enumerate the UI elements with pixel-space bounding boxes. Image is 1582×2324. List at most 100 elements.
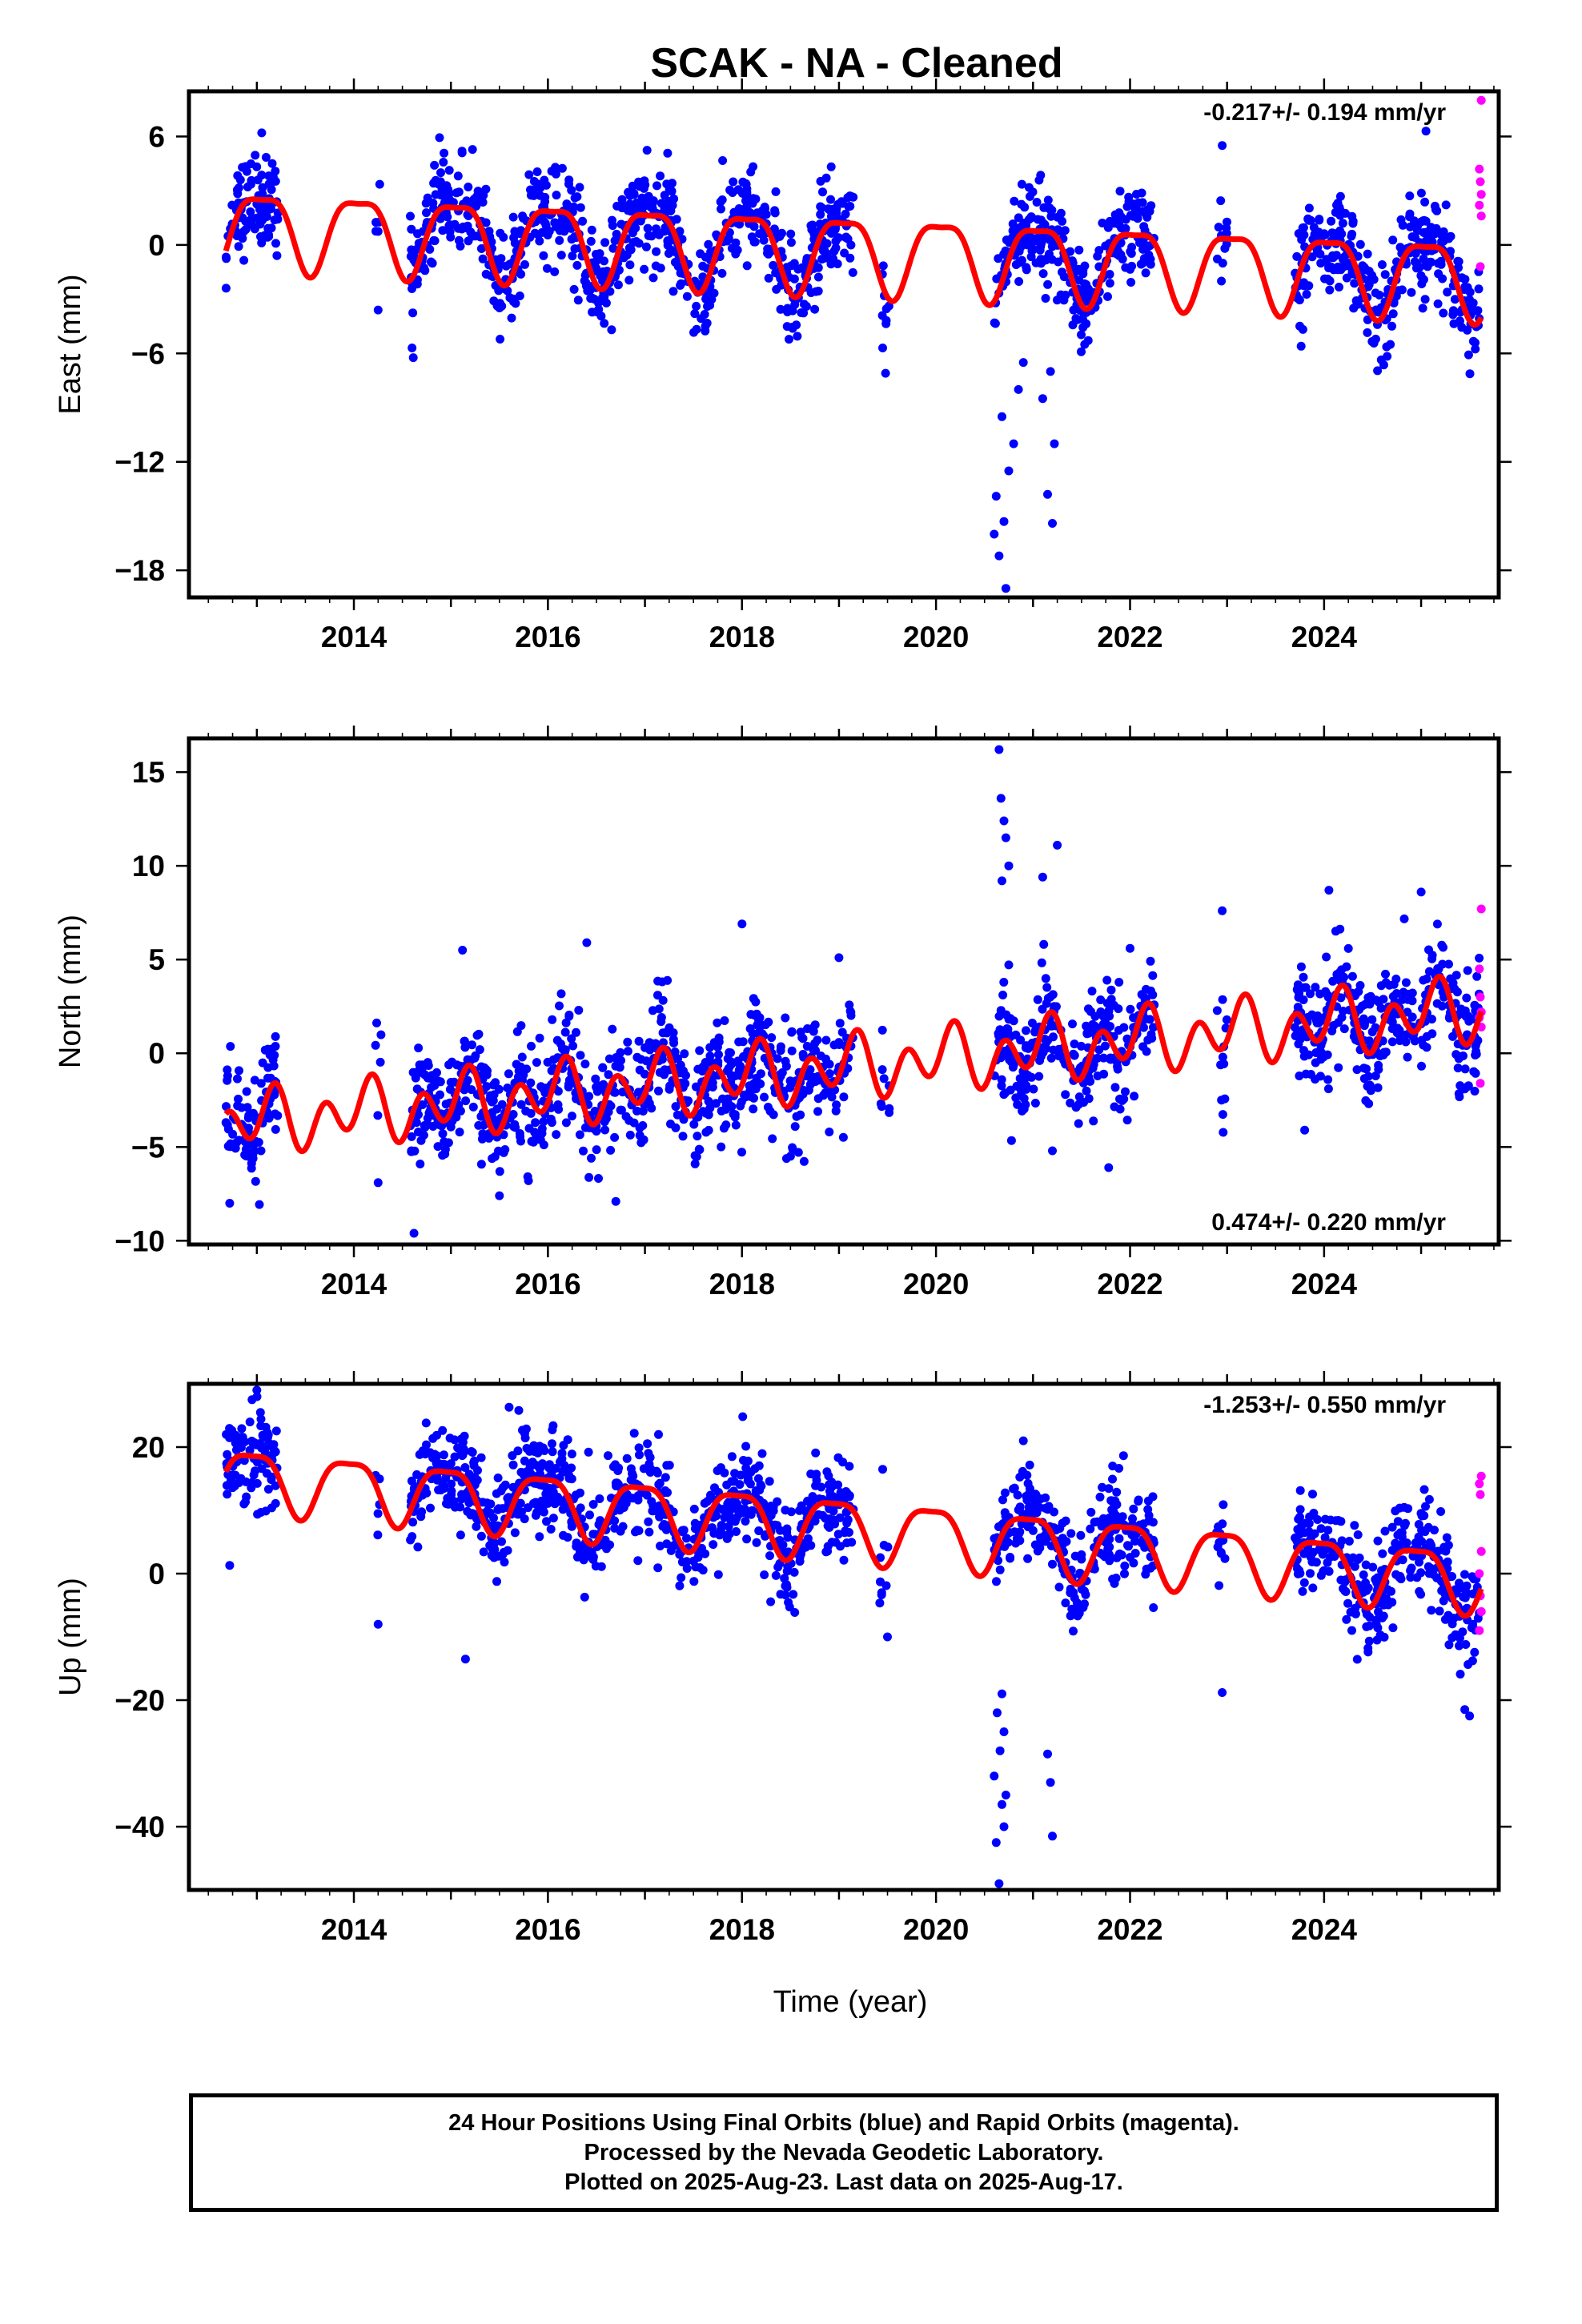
data-point xyxy=(729,207,739,217)
data-point xyxy=(1462,993,1472,1003)
data-point xyxy=(1146,956,1155,966)
data-point xyxy=(1062,1537,1071,1546)
data-point xyxy=(616,1055,625,1065)
data-point xyxy=(1340,1577,1350,1586)
data-point xyxy=(430,160,440,170)
data-point xyxy=(1018,358,1028,368)
data-point xyxy=(703,302,712,312)
final-orbit-points-up xyxy=(222,1385,1484,1888)
data-point xyxy=(811,1448,821,1458)
data-point xyxy=(1363,1072,1373,1081)
data-point xyxy=(543,1057,552,1067)
data-point xyxy=(1010,1483,1019,1493)
data-point xyxy=(507,313,516,323)
data-point xyxy=(273,215,283,224)
data-point xyxy=(232,231,242,240)
data-point xyxy=(825,1059,834,1069)
data-point xyxy=(1110,1499,1118,1509)
data-point xyxy=(499,232,508,242)
data-point xyxy=(1013,1100,1022,1109)
data-point xyxy=(737,919,747,929)
data-point xyxy=(1018,1106,1027,1116)
data-point xyxy=(472,201,481,211)
data-point xyxy=(1353,1530,1363,1539)
data-point xyxy=(1387,1598,1397,1607)
data-point xyxy=(1338,219,1347,228)
data-point xyxy=(847,1538,857,1547)
data-point xyxy=(475,1045,484,1055)
data-point xyxy=(993,1708,1002,1718)
data-point xyxy=(1421,236,1431,246)
data-point xyxy=(267,1503,276,1513)
data-point xyxy=(371,227,380,236)
data-point xyxy=(878,1465,887,1474)
data-point xyxy=(1214,223,1223,232)
data-point xyxy=(765,244,774,254)
data-point xyxy=(789,1590,798,1599)
data-point xyxy=(520,1456,529,1466)
y-tick-label: −5 xyxy=(131,1131,165,1164)
data-point xyxy=(729,177,738,187)
data-point xyxy=(1432,919,1442,929)
y-tick-label: 0 xyxy=(148,1558,165,1590)
data-point xyxy=(594,1174,603,1183)
data-point xyxy=(1039,939,1049,949)
data-point xyxy=(831,1538,841,1547)
data-point xyxy=(1323,1084,1333,1094)
data-point xyxy=(883,1632,892,1642)
data-point xyxy=(692,301,701,311)
data-point xyxy=(832,1100,841,1110)
data-point xyxy=(1011,260,1021,269)
data-point xyxy=(564,1011,574,1021)
data-point xyxy=(1027,213,1037,223)
data-point xyxy=(1093,1053,1102,1063)
data-point xyxy=(1298,1527,1307,1537)
data-point xyxy=(1337,965,1347,975)
data-point xyxy=(717,1521,726,1530)
data-point xyxy=(695,1563,705,1572)
data-point xyxy=(755,1486,765,1495)
data-point xyxy=(799,308,809,318)
data-point xyxy=(1069,1626,1078,1636)
data-point xyxy=(722,1534,732,1543)
data-point xyxy=(251,1176,260,1186)
data-point xyxy=(414,1128,423,1136)
data-point xyxy=(648,1006,657,1015)
data-point xyxy=(1218,1519,1227,1529)
data-point xyxy=(1096,1007,1106,1016)
data-point xyxy=(1120,1561,1130,1570)
data-point xyxy=(476,1112,486,1121)
data-point xyxy=(256,1146,266,1156)
data-point xyxy=(1362,1064,1371,1074)
data-point xyxy=(222,1102,231,1112)
data-point xyxy=(1388,235,1398,245)
data-point xyxy=(1050,439,1059,448)
data-point xyxy=(826,259,836,269)
data-point xyxy=(877,1102,886,1112)
data-point xyxy=(671,1123,681,1132)
data-point xyxy=(730,1500,740,1510)
data-point xyxy=(429,235,439,245)
data-point xyxy=(1401,1037,1411,1047)
data-point xyxy=(1396,215,1406,224)
data-point xyxy=(610,1132,620,1142)
x-tick-label: 2016 xyxy=(515,1268,580,1301)
data-point xyxy=(496,299,504,308)
data-point xyxy=(1311,1048,1321,1057)
data-point xyxy=(765,1551,774,1561)
data-point xyxy=(877,1065,887,1075)
data-point xyxy=(1406,1566,1415,1575)
data-point xyxy=(270,1090,279,1100)
data-point xyxy=(1435,1606,1444,1616)
data-point xyxy=(532,1132,541,1141)
data-point xyxy=(564,1080,573,1089)
data-point xyxy=(508,212,518,222)
data-point xyxy=(1006,1014,1015,1023)
data-point xyxy=(373,1509,383,1518)
data-point xyxy=(801,302,811,311)
y-tick-label: −20 xyxy=(114,1684,165,1717)
data-point xyxy=(556,989,566,999)
data-point xyxy=(602,1114,611,1124)
data-point xyxy=(1363,328,1372,337)
data-point xyxy=(257,238,267,247)
